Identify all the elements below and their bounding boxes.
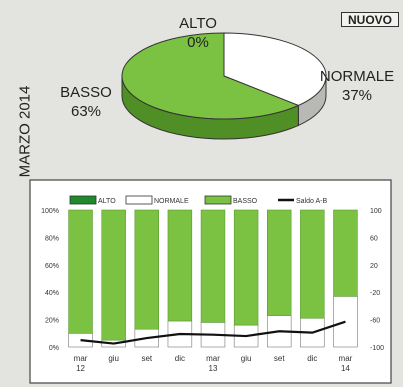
y-left-tick-label: 100% xyxy=(41,208,59,215)
bar-basso xyxy=(300,210,324,318)
y-right-tick-label: 100 xyxy=(370,208,382,215)
x-tick-label: mar xyxy=(206,354,220,363)
legend-swatch-normale xyxy=(126,196,152,204)
x-tick-label: giu xyxy=(241,354,252,363)
legend-label: Saldo A-B xyxy=(296,198,327,205)
x-tick-label: set xyxy=(141,354,152,363)
y-left-tick-label: 40% xyxy=(45,290,59,297)
y-right-tick-label: -20 xyxy=(370,290,380,297)
bar-basso xyxy=(69,210,93,333)
bar-basso xyxy=(267,210,291,315)
legend-label: BASSO xyxy=(233,198,258,205)
x-tick-label: set xyxy=(274,354,285,363)
y-right-tick-label: -100 xyxy=(370,345,384,352)
y-left-tick-label: 60% xyxy=(45,263,59,270)
bar-basso xyxy=(234,210,258,325)
legend-label: ALTO xyxy=(98,198,116,205)
legend-swatch-basso xyxy=(205,196,231,204)
x-tick-label: dic xyxy=(175,354,185,363)
y-right-tick-label: 60 xyxy=(370,235,378,242)
legend-label: NORMALE xyxy=(154,198,189,205)
y-left-tick-label: 80% xyxy=(45,235,59,242)
bar-basso xyxy=(334,210,358,296)
x-tick-label: giu xyxy=(108,354,119,363)
bar-basso xyxy=(135,210,159,329)
x-tick-label: 13 xyxy=(209,364,218,373)
bar-basso xyxy=(102,210,126,340)
x-tick-label: dic xyxy=(307,354,317,363)
x-tick-label: 14 xyxy=(341,364,350,373)
legend-swatch-alto xyxy=(70,196,96,204)
bar-basso xyxy=(168,210,192,321)
y-left-tick-label: 20% xyxy=(45,318,59,325)
x-tick-label: mar xyxy=(339,354,353,363)
y-left-tick-label: 0% xyxy=(49,345,59,352)
y-right-tick-label: -60 xyxy=(370,318,380,325)
y-right-tick-label: 20 xyxy=(370,263,378,270)
x-tick-label: 12 xyxy=(76,364,85,373)
bar-basso xyxy=(201,210,225,322)
x-tick-label: mar xyxy=(74,354,88,363)
